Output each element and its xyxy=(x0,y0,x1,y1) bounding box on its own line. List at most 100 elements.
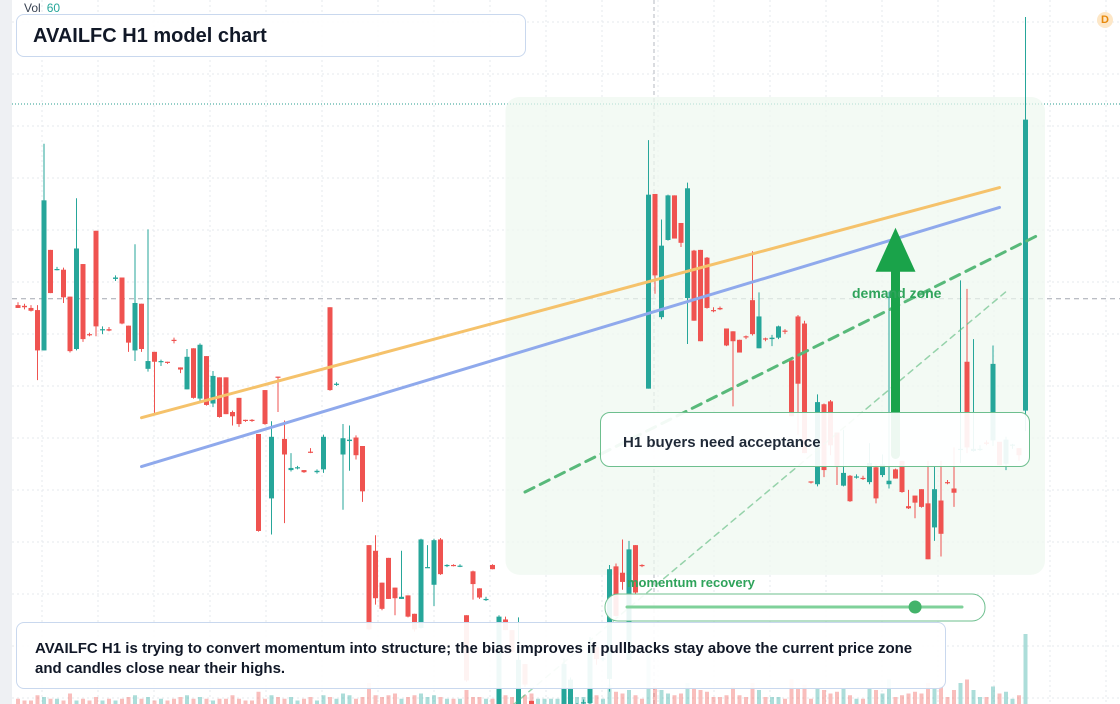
candle-body xyxy=(184,356,190,390)
volume-bar xyxy=(503,695,508,704)
candle xyxy=(145,229,151,372)
volume-bar xyxy=(549,698,553,704)
candle-body xyxy=(724,328,729,346)
volume-bar xyxy=(276,697,280,704)
volume-bar xyxy=(126,697,131,704)
candle xyxy=(41,143,47,351)
volume-bar xyxy=(250,700,254,704)
candle-body xyxy=(191,348,196,398)
volume-bar xyxy=(399,698,404,704)
candle xyxy=(249,419,255,422)
volume-bar xyxy=(594,695,599,704)
candle-body xyxy=(613,566,619,616)
volume-bar xyxy=(146,697,150,704)
candle xyxy=(113,275,118,282)
volume-bar xyxy=(659,690,664,704)
candle xyxy=(139,303,144,352)
volume-bar xyxy=(172,698,176,704)
volume-bar xyxy=(406,697,410,704)
dividend-badge[interactable]: D xyxy=(1097,12,1113,28)
volume-bar xyxy=(165,700,170,704)
volume-bar xyxy=(380,697,384,704)
candle-body xyxy=(906,506,911,509)
volume-bar xyxy=(178,697,183,704)
volume-bar xyxy=(991,686,995,704)
volume-bar xyxy=(529,693,534,704)
candle-body xyxy=(763,338,768,340)
volume-bar xyxy=(919,693,924,704)
candle xyxy=(457,564,463,568)
volume-bar xyxy=(978,697,982,704)
volume-bar xyxy=(412,695,417,704)
candle-body xyxy=(529,700,534,704)
volume-bar xyxy=(42,697,46,704)
candle-body xyxy=(841,472,846,486)
candle xyxy=(93,230,99,337)
candle xyxy=(756,292,762,349)
candle xyxy=(282,420,287,524)
candle xyxy=(418,538,424,629)
volume-bar xyxy=(211,700,215,704)
volume-bar xyxy=(724,695,729,704)
candle-body xyxy=(145,361,151,369)
signal-arrow-head xyxy=(875,227,916,272)
candle xyxy=(204,356,209,406)
volume-bar xyxy=(139,698,144,704)
candle-body xyxy=(919,489,924,507)
volume-bar xyxy=(263,698,267,704)
candle-body xyxy=(490,564,495,570)
volume-bar xyxy=(451,698,456,704)
left-scale-strip xyxy=(0,0,12,704)
candle-body xyxy=(269,436,274,499)
candle-body xyxy=(321,436,326,470)
volume-bar xyxy=(958,683,963,704)
candle xyxy=(633,545,638,594)
volume-bar xyxy=(87,700,92,704)
candle-body xyxy=(938,500,944,534)
candle-body xyxy=(964,361,970,448)
candle-body xyxy=(230,412,235,417)
volume-label: Vol xyxy=(24,1,41,15)
volume-bar xyxy=(347,695,352,704)
candle-body xyxy=(711,310,716,312)
volume-bar xyxy=(191,698,196,704)
candle xyxy=(906,489,911,510)
volume-bar xyxy=(35,695,40,704)
volume-bar xyxy=(932,688,937,704)
volume-bar xyxy=(854,698,859,704)
candle-body xyxy=(730,331,736,342)
candle-body xyxy=(67,296,73,352)
candle-body xyxy=(35,310,40,351)
candle xyxy=(698,249,703,342)
candle xyxy=(295,465,300,470)
candle-body xyxy=(1023,119,1028,411)
demand-zone xyxy=(505,96,1045,575)
volume-bar xyxy=(575,697,579,704)
buyers-note: H1 buyers need acceptance xyxy=(600,412,1030,467)
volume-bar xyxy=(880,693,885,704)
volume-bar xyxy=(731,686,735,704)
candle xyxy=(236,397,242,427)
candle-body xyxy=(15,305,21,308)
candle-body xyxy=(886,480,892,485)
volume-bar xyxy=(94,697,98,704)
volume-bar xyxy=(893,697,898,704)
candle xyxy=(386,557,391,599)
volume-bar xyxy=(685,683,690,704)
volume-bar xyxy=(1017,695,1021,704)
volume-bar xyxy=(1004,691,1008,704)
candle-body xyxy=(854,476,859,478)
candle-body xyxy=(139,303,144,350)
candle xyxy=(659,219,664,320)
candle-body xyxy=(373,550,378,599)
demand-zone-layer xyxy=(505,96,1045,575)
candle-body xyxy=(899,460,905,493)
volume-bar xyxy=(887,679,891,704)
candle xyxy=(243,419,248,422)
candle xyxy=(301,470,307,473)
candle xyxy=(737,339,742,353)
candle xyxy=(87,332,92,337)
volume-bar xyxy=(848,695,852,704)
volume-bar xyxy=(750,683,755,704)
